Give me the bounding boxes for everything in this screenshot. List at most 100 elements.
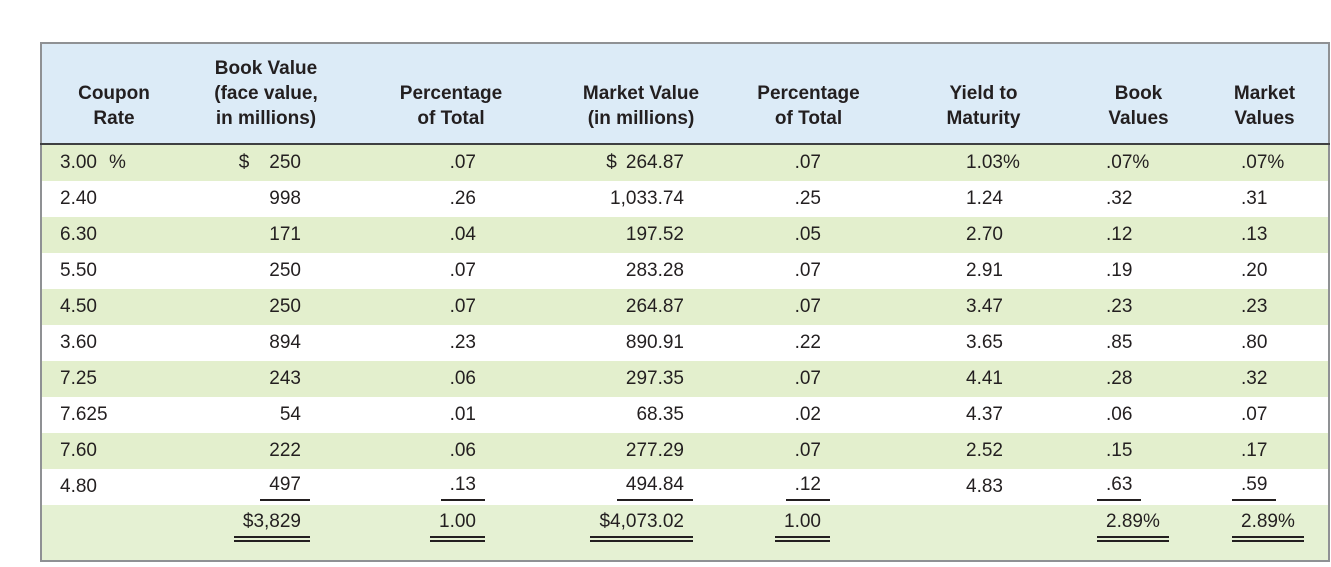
cell-market-value: 68.35 <box>556 397 726 433</box>
book-weight-value: .06 <box>1106 404 1133 425</box>
bond-portfolio-table: Coupon Rate Book Value (face value, in m… <box>40 42 1330 562</box>
cell-yield-to-maturity: 2.70 <box>891 217 1076 253</box>
cell-coupon-rate: 7.60 <box>41 433 186 469</box>
cell-yield-to-maturity: 4.83 <box>891 469 1076 505</box>
cell-market-values-weight: .32 <box>1201 361 1329 397</box>
pct-market-value: .12 <box>785 474 830 501</box>
cell-market-values-weight: .07 <box>1201 397 1329 433</box>
table-row: 7.625 54 .01 68.35 .02 4.37 .06 .07 <box>41 397 1329 433</box>
cell-book-values-weight: .06 <box>1076 397 1201 433</box>
cell-pct-of-total-market: .02 <box>726 397 891 433</box>
coupon-rate-value: 4.80 <box>60 476 97 497</box>
cell-book-values-weight: .12 <box>1076 217 1201 253</box>
cell-market-values-weight: .80 <box>1201 325 1329 361</box>
book-value: 250 <box>269 296 301 317</box>
market-value: 197.52 <box>625 224 684 245</box>
book-weight-value: .12 <box>1106 224 1133 245</box>
market-value: 68.35 <box>636 404 684 425</box>
total-book-value: $3,829 <box>186 505 346 561</box>
cell-market-values-weight: .20 <box>1201 253 1329 289</box>
ytm-value: 4.83 <box>966 476 1003 497</box>
cell-pct-of-total-book: .13 <box>346 469 556 505</box>
cell-book-values-weight: .32 <box>1076 181 1201 217</box>
pct-market-value: .05 <box>794 224 821 245</box>
book-weight-value: .07% <box>1106 152 1150 173</box>
pct-market-value: .07 <box>794 260 821 281</box>
book-weight-value: .23 <box>1106 296 1133 317</box>
cell-yield-to-maturity: 3.65 <box>891 325 1076 361</box>
market-weight-value: .32 <box>1241 368 1268 389</box>
cell-book-values-weight: .07% <box>1076 144 1201 181</box>
cell-market-value: 264.87 <box>556 289 726 325</box>
table-row: 7.25 243 .06 297.35 .07 4.41 .28 .32 <box>41 361 1329 397</box>
market-value: 297.35 <box>625 368 684 389</box>
cell-market-value: 283.28 <box>556 253 726 289</box>
column-header-book-value: Book Value (face value, in millions) <box>186 43 346 145</box>
pct-book-value: .26 <box>449 188 476 209</box>
cell-pct-of-total-book: .06 <box>346 433 556 469</box>
total-pct-market-text: 1.00 <box>775 511 830 542</box>
cell-book-values-weight: .23 <box>1076 289 1201 325</box>
book-value: 998 <box>269 188 301 209</box>
cell-book-value: $250 <box>186 144 346 181</box>
table-row: 3.00% $250 .07 $264.87 .07 1.03% .07% .0… <box>41 144 1329 181</box>
cell-book-value: 894 <box>186 325 346 361</box>
table-row: 2.40 998 .26 1,033.74 .25 1.24 .32 .31 <box>41 181 1329 217</box>
column-header-coupon-rate: Coupon Rate <box>41 43 186 145</box>
ytm-value: 2.91 <box>966 260 1003 281</box>
market-weight-value: .31 <box>1241 188 1268 209</box>
book-value: 497 <box>260 474 310 501</box>
market-value: 264.87 <box>625 296 684 317</box>
book-weight-value: .15 <box>1106 440 1133 461</box>
book-value: 250 <box>269 260 301 281</box>
dollar-sign: $ <box>606 152 617 173</box>
column-header-market-value: Market Value (in millions) <box>556 43 726 145</box>
cell-book-value: 250 <box>186 289 346 325</box>
column-header-book-values: Book Values <box>1076 43 1201 145</box>
total-book-weight-text: 2.89% <box>1097 511 1169 542</box>
cell-book-value: 171 <box>186 217 346 253</box>
cell-yield-to-maturity: 4.37 <box>891 397 1076 433</box>
pct-book-value: .13 <box>440 474 485 501</box>
column-header-percentage-of-total-book: Percentage of Total <box>346 43 556 145</box>
data-table: Coupon Rate Book Value (face value, in m… <box>40 42 1330 562</box>
cell-book-values-weight: .19 <box>1076 253 1201 289</box>
total-pct-market: 1.00 <box>726 505 891 561</box>
ytm-value: 4.37 <box>966 404 1003 425</box>
market-value: 890.91 <box>625 332 684 353</box>
table-row: 5.50 250 .07 283.28 .07 2.91 .19 .20 <box>41 253 1329 289</box>
book-weight-value: .85 <box>1106 332 1133 353</box>
market-weight-value: .07% <box>1241 152 1285 173</box>
cell-book-value: 222 <box>186 433 346 469</box>
header-row: Coupon Rate Book Value (face value, in m… <box>41 43 1329 145</box>
market-value: 277.29 <box>625 440 684 461</box>
cell-book-values-weight: .15 <box>1076 433 1201 469</box>
book-weight-value: .28 <box>1106 368 1133 389</box>
pct-book-value: .07 <box>449 152 476 173</box>
cell-yield-to-maturity: 1.03% <box>891 144 1076 181</box>
cell-book-value: 497 <box>186 469 346 505</box>
total-market-weight-text: 2.89% <box>1232 511 1304 542</box>
pct-market-value: .22 <box>794 332 821 353</box>
total-pct-book: 1.00 <box>346 505 556 561</box>
table-row: 7.60 222 .06 277.29 .07 2.52 .15 .17 <box>41 433 1329 469</box>
cell-yield-to-maturity: 2.91 <box>891 253 1076 289</box>
total-market-value-text: $4,073.02 <box>590 511 693 542</box>
coupon-rate-value: 3.00 <box>60 152 97 173</box>
cell-pct-of-total-market: .07 <box>726 361 891 397</box>
total-book-value-text: $3,829 <box>233 511 311 542</box>
column-header-percentage-of-total-market: Percentage of Total <box>726 43 891 145</box>
cell-pct-of-total-book: .04 <box>346 217 556 253</box>
cell-coupon-rate: 4.80 <box>41 469 186 505</box>
cell-market-values-weight: .31 <box>1201 181 1329 217</box>
total-ytm-empty <box>891 505 1076 561</box>
cell-market-values-weight: .59 <box>1201 469 1329 505</box>
totals-row: $3,829 1.00 $4,073.02 1.00 2.89% 2.89% <box>41 505 1329 561</box>
table-row: 3.60 894 .23 890.91 .22 3.65 .85 .80 <box>41 325 1329 361</box>
total-coupon-empty <box>41 505 186 561</box>
market-weight-value: .07 <box>1241 404 1268 425</box>
cell-coupon-rate: 3.60 <box>41 325 186 361</box>
cell-yield-to-maturity: 2.52 <box>891 433 1076 469</box>
ytm-value: 3.65 <box>966 332 1003 353</box>
cell-market-value: 494.84 <box>556 469 726 505</box>
